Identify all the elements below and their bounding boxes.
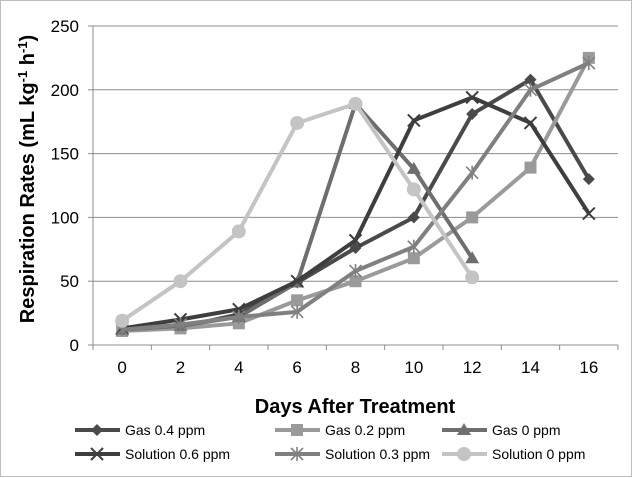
data-point xyxy=(348,263,363,278)
x-tick-label: 6 xyxy=(292,358,301,377)
series-0 xyxy=(116,73,595,336)
legend-marker xyxy=(291,424,303,436)
legend-label: Gas 0.2 ppm xyxy=(325,422,405,438)
x-tick-label: 16 xyxy=(579,358,598,377)
y-axis-title-mid: h xyxy=(17,53,39,71)
y-tick-label: 200 xyxy=(51,81,79,100)
data-point xyxy=(523,82,538,97)
legend-label: Solution 0 ppm xyxy=(492,446,585,462)
y-tick-label: 150 xyxy=(51,145,79,164)
data-point xyxy=(290,274,304,288)
data-point xyxy=(465,90,479,105)
legend-marker xyxy=(457,423,471,435)
data-point xyxy=(406,161,421,174)
series-line xyxy=(121,95,591,331)
legend-label: Gas 0 ppm xyxy=(492,422,560,438)
legend-label: Gas 0.4 ppm xyxy=(125,422,205,438)
data-point xyxy=(349,242,362,255)
data-point xyxy=(524,73,537,86)
data-point xyxy=(466,211,479,224)
axis-layer xyxy=(88,25,619,350)
data-point xyxy=(466,108,479,121)
marker-stroke xyxy=(348,233,363,248)
y-axis-title-end: ) xyxy=(17,35,39,42)
data-point xyxy=(290,304,304,319)
y-tick-label: 250 xyxy=(51,17,79,36)
x-tick-label: 10 xyxy=(404,358,423,377)
data-point xyxy=(173,317,188,332)
series-3 xyxy=(115,90,596,336)
x-tick-label: 4 xyxy=(234,358,243,377)
data-point xyxy=(582,173,595,186)
x-tick-label: 0 xyxy=(117,358,126,377)
series-5 xyxy=(115,96,480,328)
marker-stroke xyxy=(90,447,104,461)
data-point xyxy=(582,56,596,71)
y-axis-title-main: Respiration Rates (mL kg xyxy=(17,82,39,323)
legend: Gas 0.4 ppm Gas 0.2 ppm Gas 0 ppm Solution … xyxy=(75,422,585,462)
data-point xyxy=(524,161,537,174)
series-4 xyxy=(115,56,596,337)
legend-item: Solution 0 ppm xyxy=(442,446,585,462)
legend-marker xyxy=(457,447,471,461)
y-axis-title-sup1: -1 xyxy=(15,71,30,83)
marker-stroke xyxy=(523,116,538,130)
legend-label: Solution 0.3 ppm xyxy=(325,446,430,462)
x-axis-title: Days After Treatment xyxy=(255,396,456,418)
legend-item: Gas 0.4 ppm xyxy=(75,422,205,438)
data-point xyxy=(465,251,480,264)
y-tick-label: 0 xyxy=(70,336,79,355)
y-tick-label: 100 xyxy=(51,208,79,227)
series-layer xyxy=(115,51,596,337)
data-point xyxy=(290,115,305,130)
x-tick-label: 12 xyxy=(463,358,482,377)
data-point xyxy=(115,313,130,328)
data-point xyxy=(348,233,363,248)
data-point xyxy=(173,274,188,289)
legend-marker xyxy=(90,447,104,461)
legend-item: Gas 0 ppm xyxy=(442,422,560,438)
legend-label: Solution 0.6 ppm xyxy=(125,446,230,462)
legend-marker xyxy=(290,447,304,461)
data-point xyxy=(291,294,304,307)
data-point xyxy=(407,239,421,254)
marker-stroke xyxy=(407,113,421,128)
data-point xyxy=(407,252,420,265)
data-point xyxy=(407,113,421,128)
legend-item: Solution 0.3 ppm xyxy=(275,446,430,462)
data-point xyxy=(465,270,480,285)
data-point xyxy=(406,182,421,197)
data-point xyxy=(523,116,538,130)
y-axis-title-sup2: -1 xyxy=(15,41,30,53)
x-tick-label: 8 xyxy=(351,358,360,377)
legend-item: Gas 0.2 ppm xyxy=(275,422,405,438)
data-point xyxy=(231,224,246,239)
y-axis-title: Respiration Rates (mL kg-1 h-1) xyxy=(15,35,40,323)
data-point xyxy=(232,309,246,324)
tick-label-layer: 0 50 100 150 200 250 0 2 4 6 8 10 12 14 16 xyxy=(51,17,599,377)
data-point xyxy=(582,206,596,221)
x-tick-label: 14 xyxy=(521,358,540,377)
x-tick-label: 2 xyxy=(176,358,185,377)
marker-stroke xyxy=(582,206,596,221)
data-point xyxy=(465,165,479,180)
data-point xyxy=(348,96,363,111)
legend-item: Solution 0.6 ppm xyxy=(75,446,230,462)
legend-marker xyxy=(91,424,103,436)
data-point xyxy=(407,211,420,224)
y-tick-label: 50 xyxy=(60,272,79,291)
marker-stroke xyxy=(290,274,304,288)
series-1 xyxy=(116,51,595,337)
data-point xyxy=(349,275,362,288)
marker-stroke xyxy=(465,90,479,105)
